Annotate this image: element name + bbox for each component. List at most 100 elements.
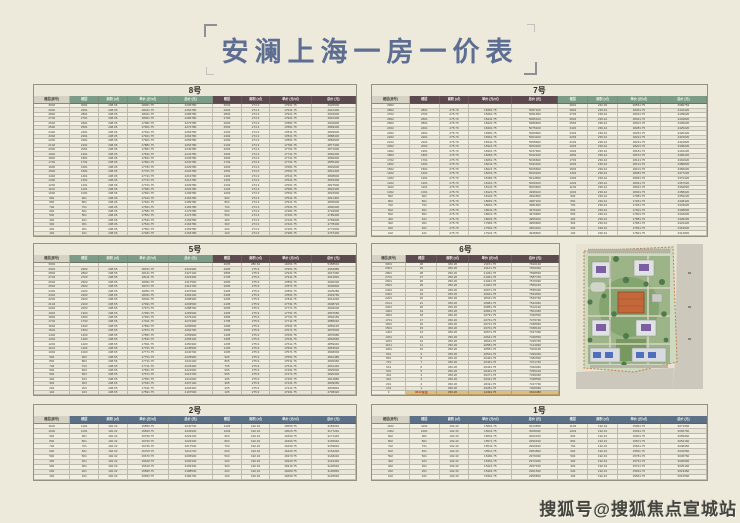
table-cell: 7447330 bbox=[512, 331, 559, 336]
table-cell: 1701 bbox=[409, 158, 440, 164]
table-cell: 18021.75 bbox=[617, 185, 661, 191]
table-cell: 801 bbox=[372, 356, 407, 362]
table-cell: 18261.75 bbox=[617, 131, 661, 136]
table-cell: 238.65 bbox=[99, 381, 128, 387]
table-cell: 901 bbox=[70, 196, 100, 201]
table-cell: 104 bbox=[34, 390, 71, 396]
table-cell: 5003600 bbox=[512, 185, 559, 191]
table-cell: 4434820 bbox=[660, 117, 707, 123]
table-cell: 238.06 bbox=[99, 209, 128, 215]
table-cell: 242.33 bbox=[588, 104, 618, 109]
table-cell: 275.9 bbox=[241, 386, 271, 391]
table-cell: 18241.75 bbox=[617, 135, 661, 141]
table-cell: 360.26 bbox=[437, 382, 469, 387]
table-cell: 4410820 bbox=[660, 140, 707, 145]
table-cell: 803 bbox=[558, 439, 589, 445]
table-cell: 238.65 bbox=[99, 302, 128, 308]
table-cell: 238.06 bbox=[99, 187, 128, 193]
table-row: 1802 1801 238.06 17821.75 4239780 1803 274.3 17… bbox=[34, 156, 356, 162]
table-cell: 26 bbox=[406, 280, 438, 285]
table-row: 802 801 238.06 17621.75 4189780 803 274.3 17521… bbox=[34, 200, 356, 206]
table-cell: 202 bbox=[34, 469, 71, 475]
table-cell: 4255100 bbox=[168, 337, 214, 343]
table-cell: 16430.75 bbox=[270, 444, 312, 450]
column-header: 单价 (元/㎡) bbox=[127, 96, 169, 104]
table-cell: 103 bbox=[213, 231, 242, 237]
table-cell: 18121.75 bbox=[469, 190, 513, 195]
table-cell: 238.65 bbox=[99, 285, 128, 290]
table-cell: 360.26 bbox=[437, 263, 469, 268]
table-cell: 601 bbox=[70, 449, 100, 455]
table-cell: 105 bbox=[213, 390, 242, 396]
table-row: 2002 2001 238.06 17861.75 4249780 2003 274.3 17… bbox=[34, 148, 356, 153]
table-cell: 4322300 bbox=[168, 276, 214, 281]
table-cell: 801 bbox=[70, 200, 100, 206]
table-cell: 17591.75 bbox=[127, 390, 169, 396]
table-cell: 17981.75 bbox=[617, 194, 661, 200]
table-cell: 3002230 bbox=[512, 434, 559, 440]
table-cell: 2305 bbox=[213, 293, 242, 299]
table-cell: 7404130 bbox=[512, 348, 559, 353]
column-header: 总价 (元) bbox=[168, 255, 214, 263]
table-cell: 15661.75 bbox=[469, 424, 513, 430]
table-cell: 2901 bbox=[558, 104, 589, 109]
table-cell: 505 bbox=[213, 373, 242, 378]
table-cell: 603 bbox=[213, 209, 242, 215]
table-cell: 1802 bbox=[372, 154, 410, 159]
table-cell: 3136640 bbox=[311, 464, 356, 470]
table-cell: 802 bbox=[34, 439, 71, 445]
table-row: 2104 2103 238.65 17991.75 4293500 2105 275.9 17… bbox=[34, 302, 356, 308]
table-cell: 360.26 bbox=[437, 275, 469, 281]
table-cell: 4329220 bbox=[660, 217, 707, 223]
table-cell: 4240700 bbox=[168, 351, 214, 356]
table-cell: 501 bbox=[70, 214, 100, 219]
table-cell: 4386820 bbox=[660, 163, 707, 168]
table-row: 2502 2501 238.06 17961.75 4274780 2503 274.3 17… bbox=[34, 126, 356, 131]
table-cell: 192.43 bbox=[588, 444, 618, 450]
column-header: 楼层 bbox=[70, 416, 100, 424]
table-cell: 901 bbox=[409, 434, 440, 440]
table-cell: 704 bbox=[34, 364, 71, 369]
table-cell: 2503 bbox=[70, 285, 100, 290]
table-row: 101 1 360.26 20281.75 7306930 bbox=[372, 386, 559, 391]
table-cell: 1204 bbox=[34, 342, 71, 347]
table-row: 1202 1201 275.79 18161.75 5009100 1203 239.44 1… bbox=[372, 181, 707, 186]
table-cell: 1301 bbox=[372, 335, 407, 340]
table-cell: 274.3 bbox=[241, 231, 271, 237]
table-cell: 7479730 bbox=[512, 318, 559, 323]
table-cell: 17481.75 bbox=[270, 209, 312, 215]
table-cell: 5020100 bbox=[512, 172, 559, 177]
table-cell: 17611.75 bbox=[270, 342, 312, 347]
table-row: 2101 21 360.26 20881.75 7522930 bbox=[372, 301, 559, 306]
table-cell: 4970600 bbox=[512, 213, 559, 218]
table-cell: 18281.75 bbox=[469, 154, 513, 159]
column-header: 面积 (㎡) bbox=[439, 416, 470, 424]
table-cell: 239.44 bbox=[588, 149, 618, 155]
table-row: 2301 23 360.26 20941.75 7544530 bbox=[372, 292, 559, 298]
table-cell: 4269500 bbox=[168, 324, 214, 330]
table-cell: 2502 bbox=[372, 122, 410, 127]
table-cell: 5080600 bbox=[512, 122, 559, 127]
table-cell: 360.26 bbox=[437, 288, 469, 293]
table-cell: 301 bbox=[409, 464, 440, 470]
table-cell: 238.06 bbox=[99, 161, 128, 166]
table-cell: 17821.75 bbox=[617, 231, 661, 236]
table-cell: 17791.75 bbox=[127, 346, 169, 352]
table-cell: 4908720 bbox=[311, 302, 356, 308]
table-title: 1号 bbox=[372, 405, 707, 416]
table-cell: 4239780 bbox=[168, 156, 214, 162]
table-row: 1202 1201 238.06 17701.75 4209780 1203 274.3 17… bbox=[34, 183, 356, 188]
table-cell: 4783900 bbox=[311, 218, 356, 223]
table-cell: 9 bbox=[406, 352, 438, 357]
table-cell: 15841.75 bbox=[617, 444, 661, 450]
table-cell: 1501 bbox=[70, 170, 100, 175]
table-cell: 4274780 bbox=[168, 126, 214, 131]
table-cell: 1901 bbox=[70, 152, 100, 157]
table-cell: 17471.75 bbox=[270, 373, 312, 378]
table-cell: 360.26 bbox=[437, 280, 469, 285]
table-cell: 17831.75 bbox=[127, 337, 169, 343]
table-cell: 7371730 bbox=[512, 361, 559, 366]
table-cell: 2003 bbox=[558, 144, 589, 150]
table-cell: 20491.75 bbox=[468, 356, 513, 362]
table-cell: 1002 bbox=[372, 190, 410, 195]
